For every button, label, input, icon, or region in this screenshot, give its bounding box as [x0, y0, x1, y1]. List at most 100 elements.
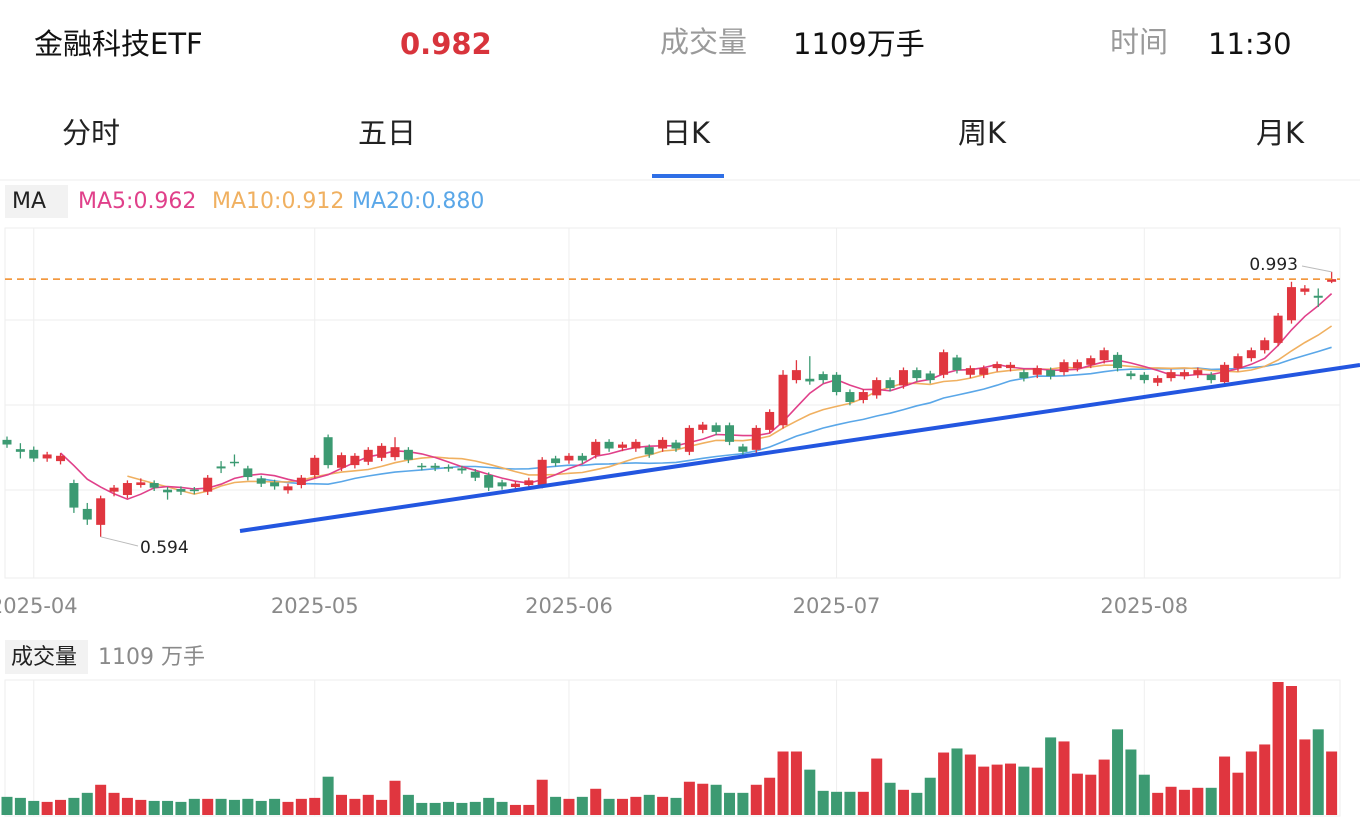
- volume-bar: [697, 783, 709, 815]
- candle-body: [82, 508, 92, 520]
- volume-bar: [68, 797, 80, 815]
- candle-body: [1072, 362, 1082, 369]
- candle-body: [1006, 364, 1015, 369]
- candle-body: [216, 466, 226, 469]
- tab[interactable]: 分时: [62, 116, 120, 150]
- candle-body: [577, 455, 587, 461]
- annotation: 0.993: [1249, 255, 1298, 275]
- volume: 1109万手: [793, 27, 925, 61]
- volume-bar: [1285, 686, 1297, 815]
- candle-body: [805, 378, 815, 382]
- volume-bar: [188, 798, 200, 815]
- volume-bar: [469, 801, 481, 815]
- x-tick-label: 2025-05: [271, 594, 359, 618]
- volume-bar: [1259, 744, 1271, 815]
- volume-bar: [282, 801, 294, 815]
- candle-body: [1019, 372, 1029, 379]
- candle-body: [42, 454, 52, 459]
- tab[interactable]: 月K: [1256, 116, 1305, 150]
- volume-bar: [55, 799, 67, 815]
- volume-bar: [1299, 739, 1311, 815]
- volume-bar: [724, 792, 736, 815]
- candle-body: [1193, 370, 1203, 375]
- legend-ma: MA: [12, 189, 46, 214]
- candle-body: [283, 486, 293, 491]
- volume-bar: [978, 766, 990, 815]
- volume-bar: [41, 801, 53, 815]
- volume-bar: [28, 800, 40, 815]
- volume-bar: [242, 798, 254, 815]
- x-tick-label: 2025-07: [793, 594, 881, 618]
- tab[interactable]: 日K: [662, 116, 711, 150]
- candle-body: [243, 468, 253, 478]
- volume-bar: [1152, 792, 1164, 815]
- fund-name: 金融科技ETF: [34, 27, 203, 61]
- candle-body: [631, 441, 641, 449]
- volume-bar: [322, 776, 334, 815]
- candle-body: [898, 370, 908, 386]
- candle-body: [537, 459, 547, 486]
- candle-body: [1059, 362, 1069, 373]
- volume-bar: [1112, 729, 1124, 815]
- volume-bar: [1045, 737, 1057, 815]
- volume-bar: [1326, 751, 1338, 815]
- candle-body: [671, 442, 681, 449]
- volume-bar: [376, 799, 388, 815]
- candle-body: [591, 441, 601, 456]
- volume-bar: [764, 777, 776, 815]
- volume-bar: [108, 792, 120, 815]
- candle-body: [109, 487, 119, 492]
- candle-body: [1206, 374, 1216, 381]
- candle-body: [832, 374, 842, 393]
- candle-body: [912, 370, 922, 379]
- volume-bar: [844, 791, 856, 815]
- candle-body: [122, 483, 132, 495]
- legend-ma10: MA10:0.912: [212, 189, 344, 214]
- candle-body: [256, 478, 266, 484]
- candle-body: [417, 465, 427, 468]
- candle-body: [1313, 295, 1323, 298]
- volume-bar: [897, 789, 909, 815]
- candle-body: [1086, 358, 1096, 365]
- candle-body: [363, 449, 373, 462]
- candle-body: [176, 489, 186, 492]
- candle-body: [1273, 315, 1283, 343]
- volume-bar: [911, 792, 923, 815]
- candle-body: [751, 427, 761, 450]
- candle-body: [1300, 288, 1310, 292]
- candle-body: [992, 364, 1002, 369]
- candle-body: [430, 465, 440, 468]
- candle-body: [711, 425, 721, 432]
- candle-body: [1153, 378, 1163, 383]
- candle-body: [56, 455, 66, 462]
- volume-bar: [563, 798, 575, 815]
- volume-bar: [389, 780, 401, 815]
- volume-bar: [1272, 682, 1284, 815]
- candle-body: [644, 447, 654, 455]
- volume-box: [5, 640, 88, 674]
- tab[interactable]: 五日: [358, 116, 416, 150]
- volume-bar: [576, 796, 588, 815]
- candle-body: [925, 373, 935, 381]
- volume-bar: [871, 758, 883, 815]
- candle-body: [203, 477, 213, 492]
- volume-bar: [1018, 766, 1030, 815]
- volume-bar: [964, 754, 976, 815]
- candle-body: [1166, 372, 1176, 379]
- volume-bar: [483, 797, 495, 815]
- candle-body: [323, 437, 333, 466]
- candle-body: [310, 457, 320, 476]
- volume-bar: [523, 804, 535, 815]
- volume-bar: [817, 790, 829, 815]
- candle-body: [1260, 340, 1270, 351]
- tab[interactable]: 周K: [958, 116, 1007, 150]
- candle-body: [939, 352, 949, 375]
- candle-body: [470, 471, 480, 478]
- price: 0.982: [400, 27, 492, 61]
- volume-bar: [175, 801, 187, 815]
- candle-body: [2, 439, 12, 445]
- candle-body: [965, 368, 975, 375]
- candle-body: [1046, 370, 1056, 377]
- time: 11:30: [1208, 27, 1292, 61]
- ma-line: [127, 325, 1333, 495]
